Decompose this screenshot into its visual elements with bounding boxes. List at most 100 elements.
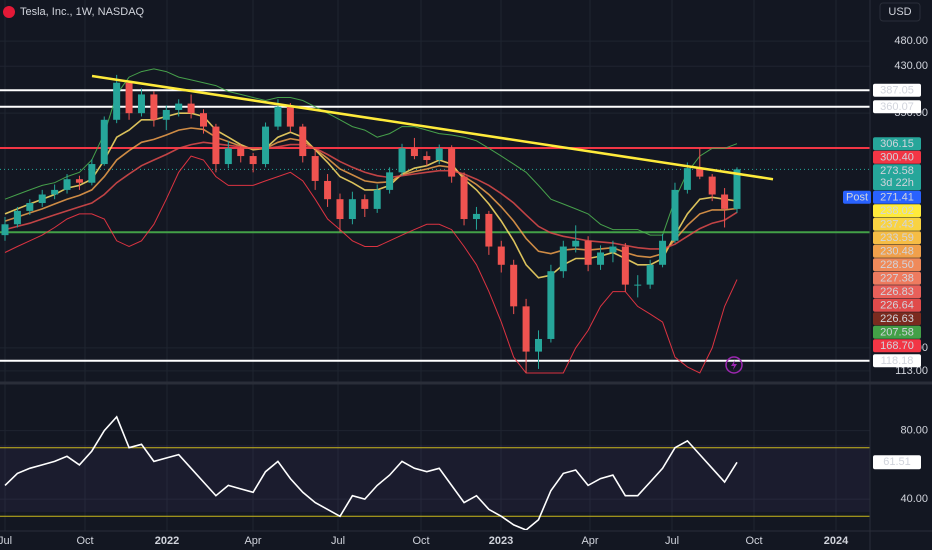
price-badge-label: 360.07 — [880, 101, 914, 113]
price-badge-label: 387.05 — [880, 85, 914, 97]
candle-body — [237, 148, 245, 157]
candle-body — [584, 240, 592, 265]
candle-body — [547, 271, 555, 339]
x-tick-label: 2022 — [155, 535, 179, 547]
price-badge — [873, 164, 921, 191]
candle-body — [348, 199, 356, 220]
candle-body — [361, 199, 369, 209]
x-tick-label: Jul — [0, 535, 12, 547]
candle-body — [13, 210, 21, 225]
currency-button[interactable] — [879, 2, 921, 22]
price-badge-label: 237.43 — [880, 219, 914, 231]
candle-body — [75, 179, 83, 183]
indicator-line — [4, 155, 738, 374]
candle-body — [162, 109, 170, 120]
candle-body — [485, 213, 493, 247]
price-badge-label: 271.41 — [880, 192, 914, 204]
price-badge — [873, 231, 921, 245]
candle-body — [572, 240, 580, 247]
currency[interactable]: USD — [888, 6, 911, 18]
rsi-band-fill — [0, 445, 870, 512]
price-badge-label: 207.58 — [880, 327, 914, 339]
candle-body — [522, 306, 530, 352]
candle-body — [634, 284, 642, 286]
candle-body — [150, 94, 158, 120]
price-badge-label: 238.02 — [880, 205, 914, 217]
x-tick-label: Oct — [745, 535, 762, 547]
price-badge — [873, 100, 921, 114]
price-badge — [873, 204, 921, 218]
candle-body — [398, 148, 406, 173]
price-badge-label: 226.63 — [880, 313, 914, 325]
x-tick-label: Apr — [581, 535, 598, 547]
y-tick-label: 430.00 — [894, 60, 928, 72]
candle-body — [733, 169, 741, 209]
logo — [3, 6, 15, 18]
price-badge — [873, 83, 921, 97]
x-tick-label: Oct — [412, 535, 429, 547]
price-badge — [873, 354, 921, 368]
price-badge — [873, 285, 921, 299]
candle-body — [286, 106, 294, 127]
price-badge-label: 233.59 — [880, 232, 914, 244]
y-tick-label: 113.00 — [895, 365, 928, 377]
candle-body — [224, 148, 232, 165]
candle-body — [311, 156, 319, 181]
candle-body — [472, 213, 480, 220]
candle-body — [597, 252, 605, 265]
candle-body — [721, 194, 729, 209]
candle-body — [410, 148, 418, 157]
rsi-tick-label: 80.00 — [900, 424, 928, 436]
price-badge — [873, 244, 921, 258]
candle-body — [324, 180, 332, 200]
candle-body — [609, 246, 617, 253]
candle-body — [683, 168, 691, 190]
price-badge — [873, 271, 921, 285]
rsi-badge-label: 61.51 — [883, 456, 911, 468]
candle-body — [262, 126, 270, 165]
candle-body — [51, 189, 59, 195]
candle-body — [26, 203, 34, 211]
candle-body — [448, 148, 456, 177]
candle-body — [187, 103, 195, 114]
candle-body — [200, 113, 208, 127]
price-badge — [873, 325, 921, 339]
candle-body — [249, 156, 257, 165]
candle-body — [510, 264, 518, 307]
candle-body — [38, 194, 46, 204]
event-icon[interactable] — [725, 356, 743, 374]
price-badge-label: 306.15 — [880, 138, 914, 150]
price-badge-label: 226.64 — [880, 300, 914, 312]
candle-body — [534, 338, 542, 352]
candle-body — [497, 246, 505, 265]
indicator-line — [4, 68, 738, 236]
price-badge — [873, 150, 921, 164]
price-badge-label: 273.58 — [880, 165, 914, 177]
price-badge-label: 227.38 — [880, 273, 914, 285]
price-pane — [0, 68, 870, 374]
rsi-badge — [873, 455, 921, 470]
y-tick-label: 480.00 — [894, 35, 928, 47]
symbol-title: Tesla, Inc., 1W, NASDAQ — [20, 6, 145, 18]
price-badge-prefix-bg — [843, 190, 871, 204]
price-badge-sublabel: 3d 22h — [880, 177, 914, 189]
price-badge-label: 226.83 — [880, 286, 914, 298]
candle-body — [175, 103, 183, 110]
candle-body — [137, 94, 145, 114]
candle-body — [88, 164, 96, 183]
candle-body — [423, 156, 431, 161]
candle-body — [621, 246, 629, 285]
candle-body — [659, 240, 667, 265]
indicator-line — [4, 141, 738, 250]
candle-body — [646, 264, 654, 285]
price-badge-label: 228.50 — [880, 259, 914, 271]
candle-body — [274, 106, 282, 127]
x-tick-label: Jul — [331, 535, 345, 547]
price-badge-label: 118.18 — [881, 355, 914, 367]
event-bolt — [731, 360, 737, 370]
x-tick-label: Oct — [76, 535, 93, 547]
price-badge-label: 300.40 — [880, 152, 914, 164]
price-badge — [873, 312, 921, 326]
candle-body — [373, 189, 381, 209]
